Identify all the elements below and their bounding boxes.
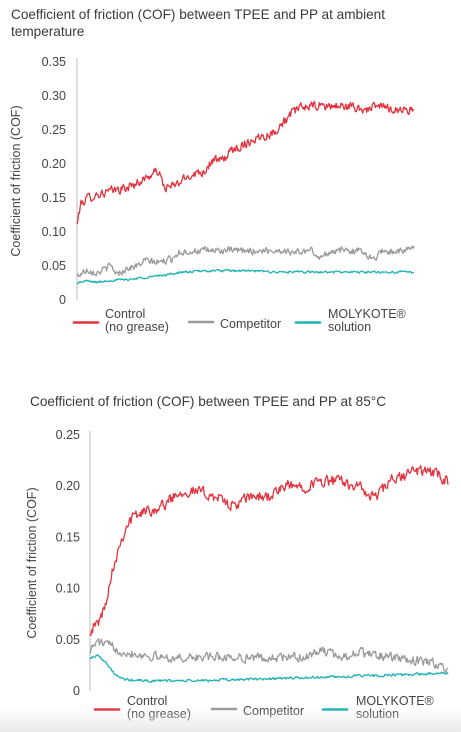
y-tick-label: 0 (73, 684, 80, 698)
legend-label-1: (no grease) (105, 320, 169, 334)
line-chart-85c: 0 0.05 0.10 0.15 0.20 0.25 Coefficient of fric… (25, 428, 449, 721)
y-tick-label: 0.05 (56, 633, 80, 647)
chart-title: Coefficient of friction (COF) between TP… (11, 7, 386, 39)
chart-panel-85c: Coefficient of friction (COF) between TP… (0, 385, 461, 732)
y-axis-title: Coefficient of friction (COF) (9, 105, 23, 256)
series-line-2 (89, 638, 449, 674)
y-tick-label: 0.15 (56, 530, 80, 544)
legend-label-3: solution (328, 320, 371, 334)
y-tick-label: 0.25 (56, 428, 80, 442)
legend-label-3: MOLYKOTE® (356, 694, 435, 708)
series-line-1 (89, 464, 449, 636)
y-tick-label: 0.10 (56, 582, 80, 596)
chart-panel-ambient: Coefficient of friction (COF) between TP… (9, 7, 415, 334)
y-tick-label: 0.35 (42, 55, 66, 69)
legend-label-2: Competitor (220, 317, 281, 331)
line-chart-ambient: 0 0.05 0.10 0.15 0.20 0.25 0.30 0.35 Coefficient… (9, 55, 415, 334)
y-tick-label: 0.20 (56, 479, 80, 493)
legend-label-1: Control (127, 694, 167, 708)
legend-label-1: Control (105, 307, 145, 321)
series-line-1 (76, 100, 415, 225)
y-tick-label: 0.05 (42, 259, 66, 273)
bottom-fade-overlay (0, 708, 461, 732)
series-line-2 (76, 245, 415, 278)
series-line-3 (76, 268, 415, 285)
series-line-3 (89, 654, 449, 683)
chart-title: Coefficient of friction (COF) between TP… (30, 394, 387, 409)
y-tick-label: 0.10 (42, 225, 66, 239)
y-tick-label: 0.15 (42, 191, 66, 205)
y-axis-title: Coefficient of friction (COF) (25, 487, 39, 638)
y-tick-label: 0.30 (42, 89, 66, 103)
y-tick-label: 0.25 (42, 123, 66, 137)
y-tick-label: 0 (59, 293, 66, 307)
y-tick-label: 0.20 (42, 157, 66, 171)
legend-label-3: MOLYKOTE® (328, 307, 407, 321)
